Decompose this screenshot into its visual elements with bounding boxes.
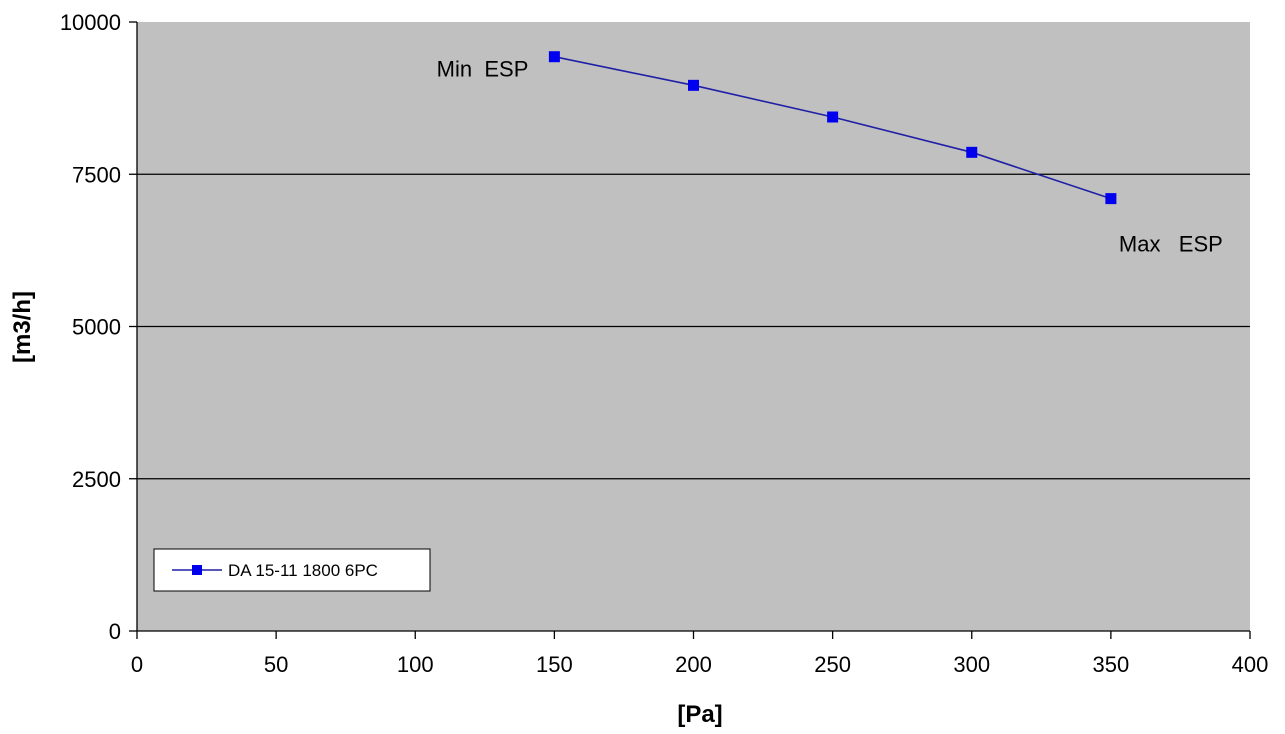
gridlines bbox=[137, 173, 1250, 480]
y-tick-label-10000: 10000 bbox=[60, 10, 121, 35]
y-tick-label-2500: 2500 bbox=[72, 467, 121, 492]
x-tick-label-400: 400 bbox=[1232, 652, 1269, 677]
data-point-250[interactable] bbox=[827, 111, 839, 123]
data-point-350[interactable] bbox=[1105, 193, 1117, 205]
x-axis-title: [Pa] bbox=[677, 701, 722, 728]
y-tick-label-5000: 5000 bbox=[72, 315, 121, 340]
legend-marker-swatch bbox=[192, 565, 202, 575]
y-tick-label-7500: 7500 bbox=[72, 162, 121, 187]
data-point-200[interactable] bbox=[688, 79, 699, 91]
x-tick-label-100: 100 bbox=[397, 652, 434, 677]
x-tick-label-250: 250 bbox=[814, 652, 851, 677]
x-tick-label-300: 300 bbox=[953, 652, 990, 677]
annotations: Min ESP Max ESP bbox=[437, 57, 1223, 257]
axes: 0 2500 5000 7500 10000 0 50 100 150 200 250 300 350 4… bbox=[60, 10, 1269, 677]
x-tick-label-150: 150 bbox=[536, 652, 573, 677]
annotation-1: Max ESP bbox=[1119, 232, 1223, 257]
legend-label: DA 15-11 1800 6PC bbox=[228, 561, 378, 580]
legend[interactable]: DA 15-11 1800 6PC bbox=[153, 548, 431, 592]
x-tick-label-50: 50 bbox=[264, 652, 288, 677]
series-layer bbox=[548, 51, 1117, 205]
x-tick-label-350: 350 bbox=[1093, 652, 1130, 677]
y-axis-title: [m3/h] bbox=[9, 291, 36, 363]
y-tick-label-0: 0 bbox=[109, 619, 121, 644]
annotation-0: Min ESP bbox=[437, 57, 529, 82]
x-tick-label-200: 200 bbox=[675, 652, 712, 677]
data-point-300[interactable] bbox=[966, 146, 978, 158]
data-point-150[interactable] bbox=[548, 51, 560, 63]
x-tick-label-0: 0 bbox=[131, 652, 143, 677]
